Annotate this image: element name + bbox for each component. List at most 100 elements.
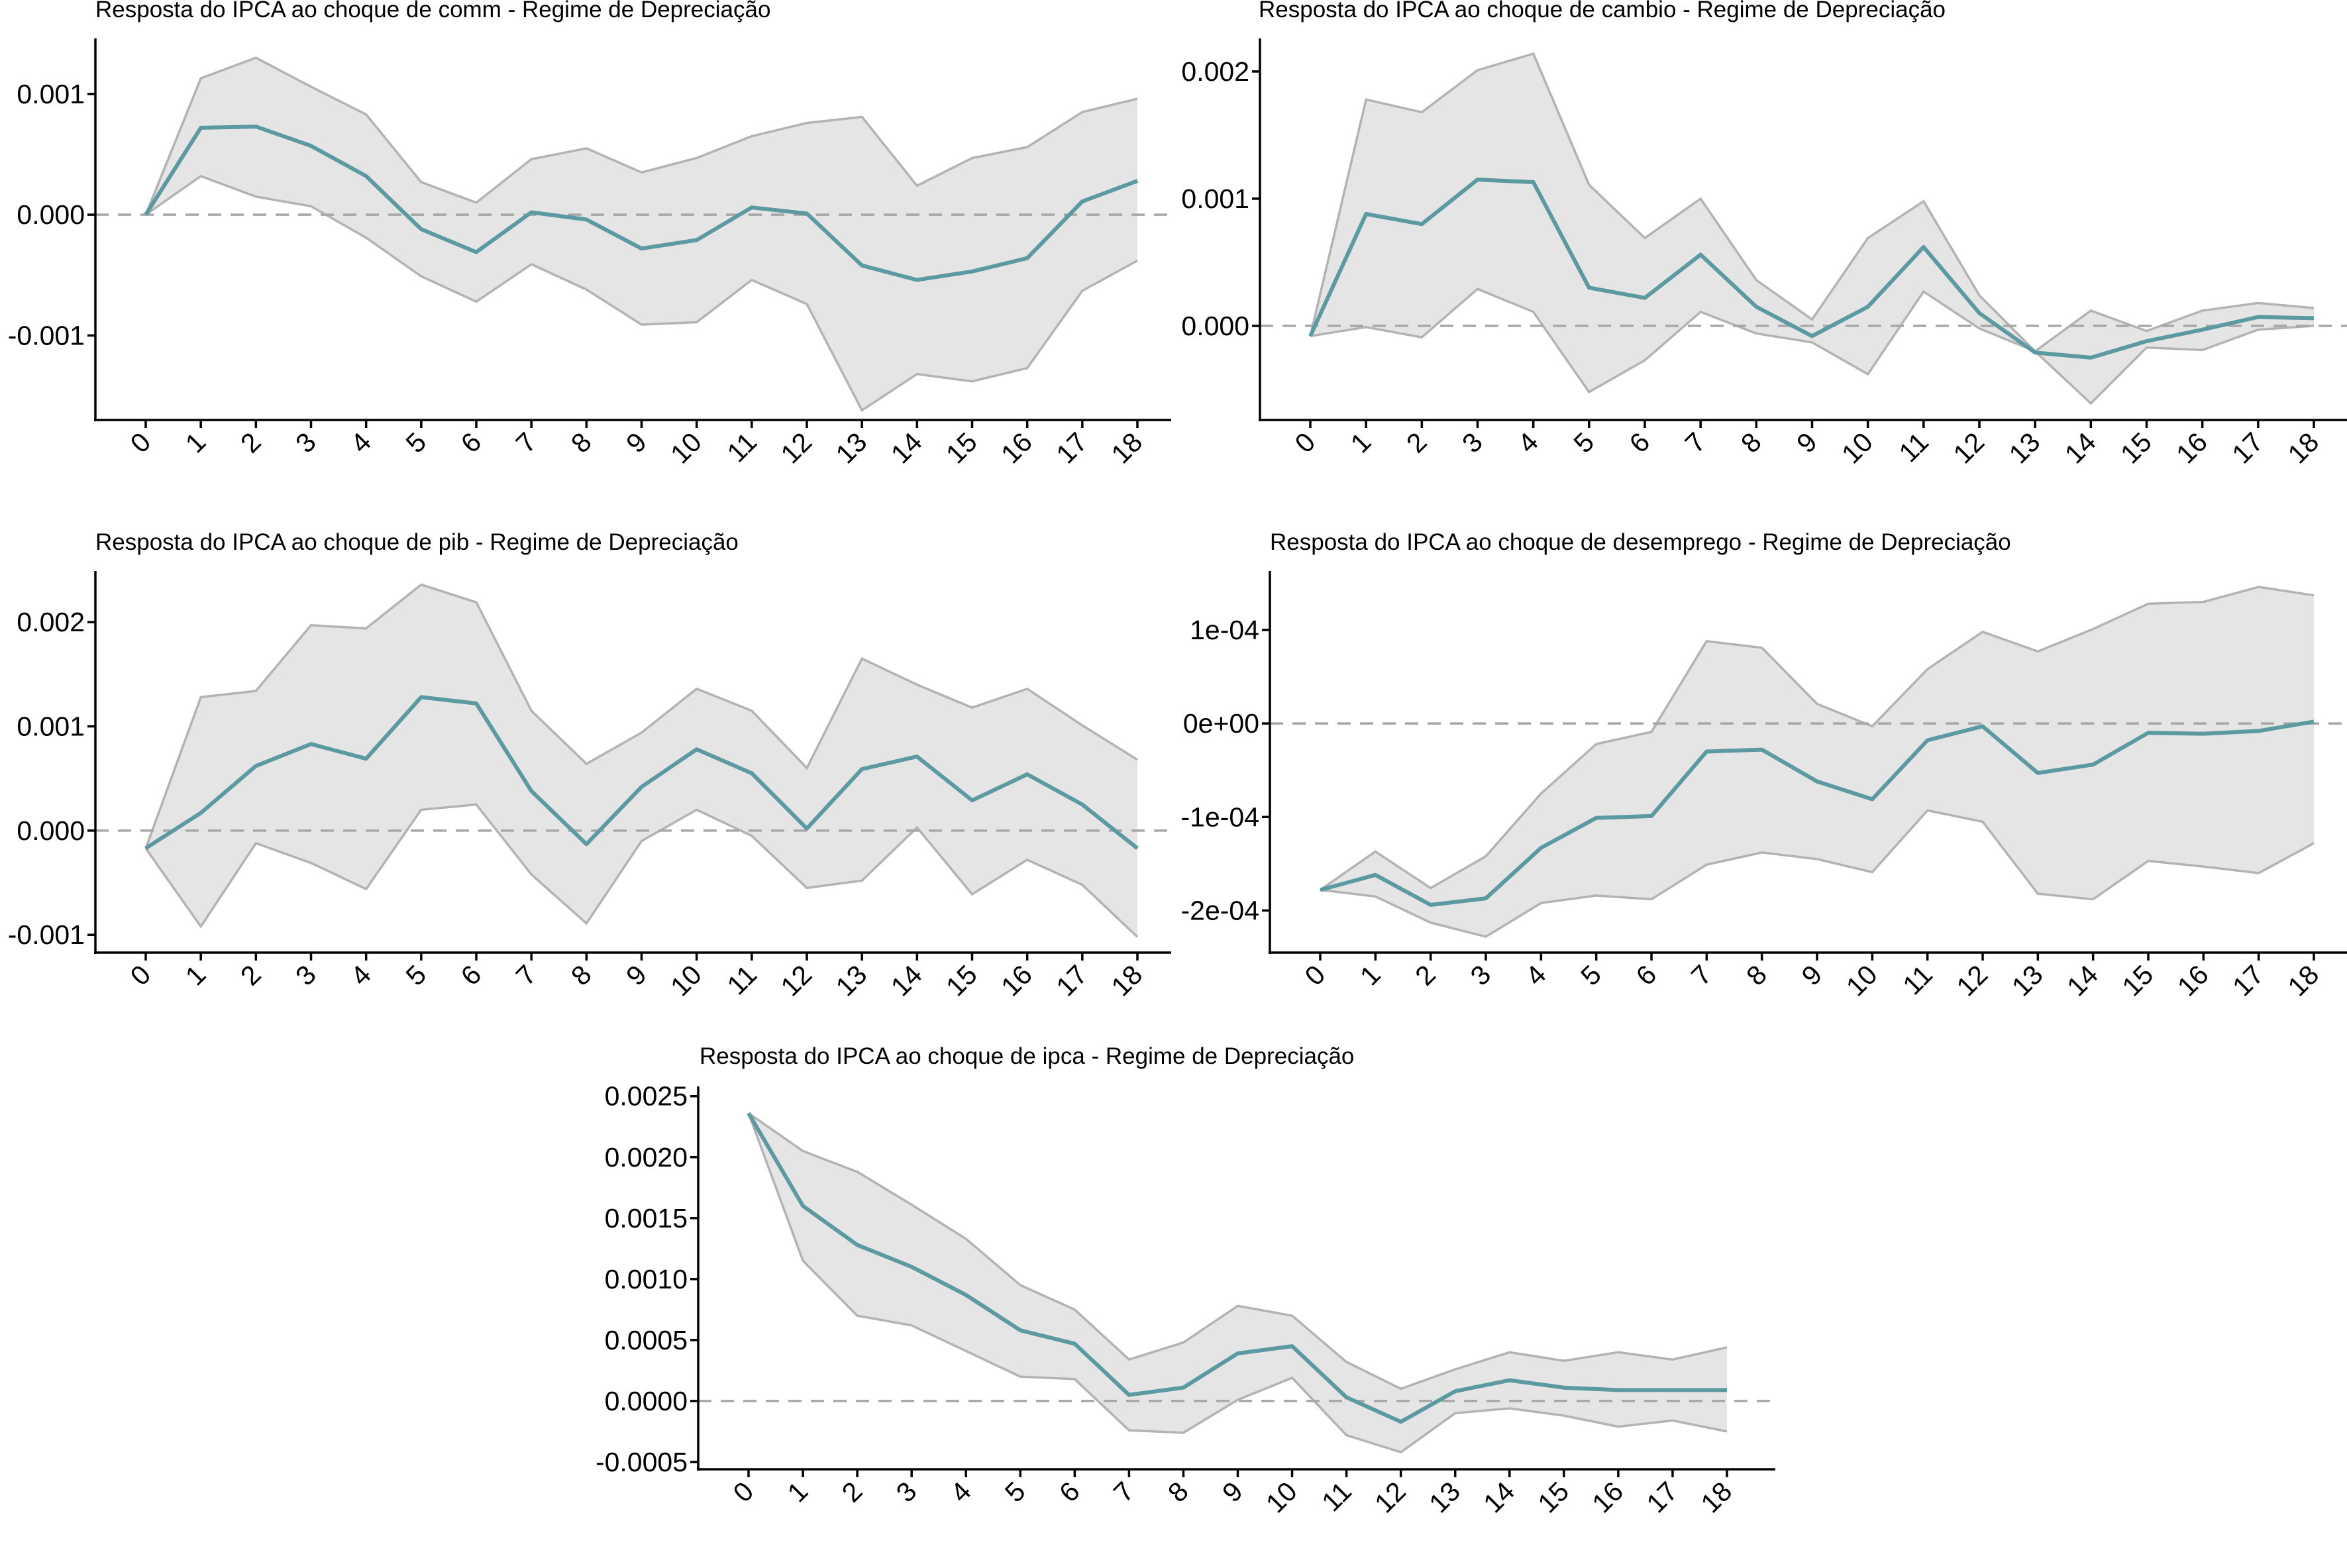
x-tick-label: 2 [1409,959,1441,992]
x-tick-label: 11 [1897,959,1938,1001]
x-tick-label: 5 [999,1476,1031,1508]
x-tick-label: 17 [1050,959,1093,1002]
x-tick-label: 12 [1369,1476,1412,1519]
x-tick-label: 9 [1791,427,1823,459]
x-tick-label: 12 [1951,959,1994,1002]
y-tick-label: -0.0005 [596,1447,688,1477]
panel-title: Resposta do IPCA ao choque de comm - Reg… [95,0,770,23]
x-tick-label: 7 [510,427,543,459]
x-tick-label: 13 [830,427,873,470]
x-tick-label: 3 [1465,959,1497,992]
x-tick-label: 12 [775,427,818,470]
x-tick-label: 7 [1108,1476,1140,1508]
y-tick-label: -0.001 [8,919,85,950]
y-tick-label: 0.000 [1181,311,1249,341]
x-tick-label: 8 [565,959,598,992]
y-tick-label: 0.0000 [605,1386,688,1416]
x-tick-label: 11 [721,959,763,1001]
x-tick-label: 15 [940,427,983,470]
x-tick-label: 10 [1836,427,1879,470]
x-tick-label: 7 [510,959,543,992]
panel-4: -2e-04-1e-040e+001e-040 1 2 3 4 5 6 7 8 9 10 11 12 13… [1180,529,2347,1002]
panel-1: -0.0010.0000.0010 1 2 3 4 5 6 7 8 9 10 11 12 13 14 15 16… [8,0,1171,470]
x-tick-label: 4 [1520,959,1552,992]
y-tick-label: -1e-04 [1180,802,1259,832]
x-tick-label: 14 [885,959,928,1002]
x-tick-label: 2 [1400,427,1433,459]
x-tick-label: 10 [664,427,707,470]
x-tick-label: 9 [1216,1476,1249,1508]
y-tick-label: 0.001 [17,79,85,109]
x-tick-label: 16 [995,959,1038,1002]
x-tick-label: 8 [565,427,598,459]
x-tick-label: 6 [1624,427,1656,459]
x-tick-label: 9 [620,427,652,459]
x-tick-label: 0 [1289,427,1322,459]
panel-title: Resposta do IPCA ao choque de ipca - Reg… [700,1043,1354,1069]
panel-title: Resposta do IPCA ao choque de desemprego… [1270,529,2011,555]
y-tick-label: 0.0005 [605,1325,688,1355]
confidence-band [1310,54,2314,403]
x-tick-label: 5 [1568,427,1600,459]
x-tick-label: 13 [2006,959,2049,1002]
x-tick-label: 2 [235,959,267,992]
x-tick-label: 3 [289,427,322,459]
x-tick-label: 7 [1685,959,1718,992]
x-tick-label: 7 [1679,427,1712,459]
x-tick-label: 17 [2226,427,2269,470]
panel-title: Resposta do IPCA ao choque de cambio - R… [1259,0,1946,23]
x-tick-label: 15 [1532,1476,1575,1519]
x-tick-label: 13 [2003,427,2046,470]
y-tick-label: 0.0020 [605,1142,688,1173]
x-tick-label: 18 [2282,427,2325,470]
x-tick-label: 15 [940,959,983,1002]
x-tick-label: 9 [620,959,652,992]
y-tick-label: 0.000 [17,199,85,230]
x-tick-label: 16 [2171,959,2215,1002]
x-tick-label: 16 [2170,427,2213,470]
x-tick-label: 17 [2226,959,2269,1002]
x-tick-label: 16 [1586,1476,1629,1519]
x-tick-label: 3 [289,959,322,992]
x-tick-label: 14 [2059,427,2102,470]
x-tick-label: 0 [727,1476,760,1508]
y-tick-label: 0.0010 [605,1264,688,1294]
x-tick-label: 6 [1053,1476,1086,1508]
x-tick-label: 9 [1796,959,1828,992]
x-tick-label: 15 [2116,959,2160,1002]
x-tick-label: 6 [1630,959,1663,992]
x-tick-label: 0 [125,959,157,992]
x-tick-label: 1 [782,1476,814,1508]
x-tick-label: 11 [1316,1476,1357,1518]
x-tick-label: 4 [945,1476,977,1508]
x-tick-label: 12 [1948,427,1991,470]
x-tick-label: 8 [1162,1476,1194,1508]
x-tick-label: 1 [180,427,212,459]
x-tick-label: 3 [1456,427,1488,459]
x-tick-label: 0 [125,427,157,459]
y-tick-label: 0.001 [1181,183,1249,214]
x-tick-label: 5 [400,427,433,459]
x-tick-label: 8 [1740,959,1773,992]
x-tick-label: 5 [400,959,433,992]
y-tick-label: 0.0015 [605,1203,688,1233]
x-tick-label: 12 [775,959,818,1002]
x-tick-label: 10 [1260,1476,1303,1519]
x-tick-label: 10 [1840,959,1883,1002]
x-tick-label: 14 [1477,1476,1520,1519]
x-tick-label: 3 [890,1476,923,1508]
x-tick-label: 2 [836,1476,868,1508]
x-tick-label: 4 [344,427,377,459]
y-tick-label: 0.001 [17,711,85,741]
x-tick-label: 5 [1575,959,1607,992]
x-tick-label: 18 [1106,427,1149,470]
y-tick-label: -2e-04 [1180,895,1259,925]
y-tick-label: 0.002 [1181,56,1249,87]
panel-5: -0.0005 0.0000 0.0005 0.0010 0.0015 0.0020 0.0… [596,1043,1775,1519]
x-tick-label: 8 [1735,427,1767,459]
x-tick-label: 18 [2282,959,2325,1002]
x-tick-label: 4 [1512,427,1544,459]
x-tick-label: 14 [885,427,928,470]
panel-2: 0.0000.0010.0020 1 2 3 4 5 6 7 8 9 10 11 12 13 14 15 16 1… [1181,0,2347,470]
